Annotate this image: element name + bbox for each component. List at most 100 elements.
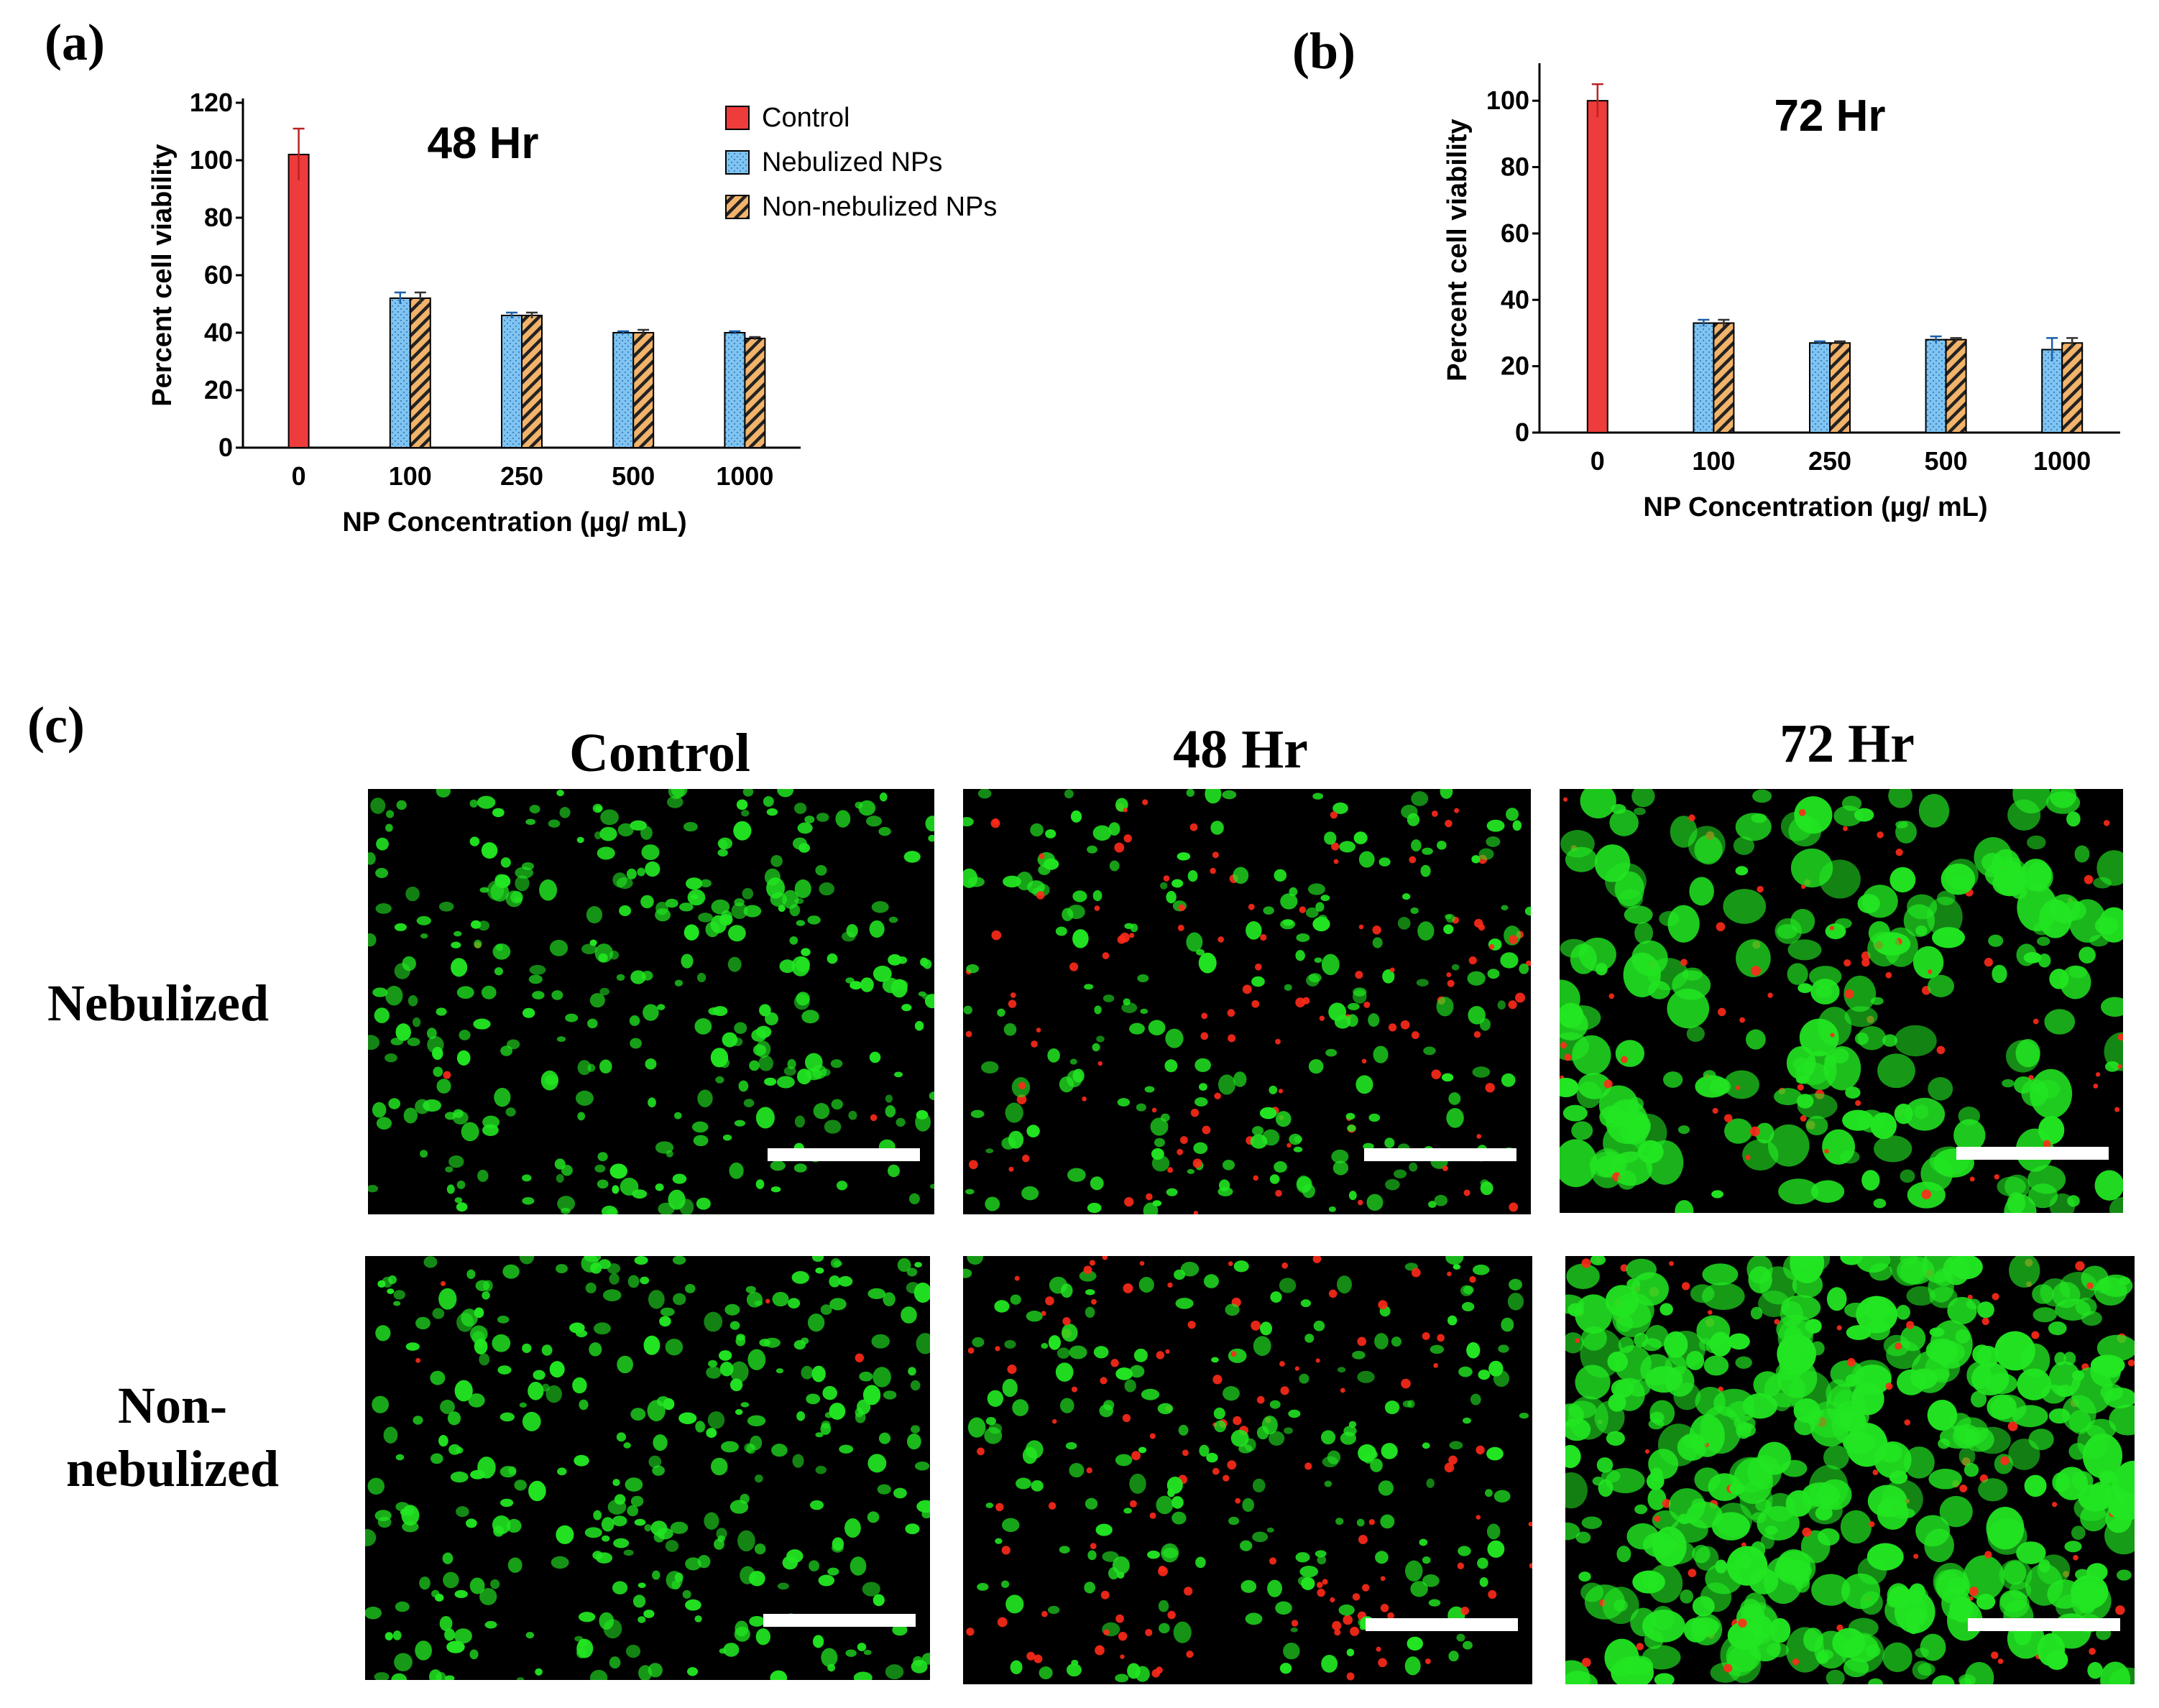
live-cell <box>600 809 620 826</box>
dead-cell <box>1051 1418 1057 1424</box>
live-cell <box>793 994 810 1010</box>
live-cell <box>1565 1332 1584 1354</box>
live-cell <box>1171 1496 1184 1509</box>
live-cell <box>1606 1431 1625 1446</box>
dead-cell <box>1103 1629 1110 1635</box>
live-cell <box>853 1671 873 1680</box>
live-cell <box>1391 1337 1402 1347</box>
live-cell <box>908 1367 916 1376</box>
dead-cell <box>1767 992 1773 998</box>
dead-cell <box>1476 1134 1482 1139</box>
live-cell <box>1165 1028 1184 1048</box>
dead-cell <box>2000 1456 2010 1466</box>
dead-cell <box>977 1447 985 1456</box>
live-cell <box>1840 1256 1863 1265</box>
dead-cell <box>1509 935 1518 944</box>
live-cell <box>862 1582 880 1597</box>
live-cell <box>1634 922 1653 944</box>
chart-title: 72 Hr <box>1774 91 1885 141</box>
dead-cell <box>1036 1028 1041 1033</box>
live-cell <box>1336 1275 1353 1294</box>
live-cell <box>1380 1514 1395 1529</box>
live-cell <box>393 1290 405 1300</box>
live-cell <box>1295 1552 1310 1563</box>
live-cell <box>440 1399 455 1414</box>
row-title-non-nebulized: Non- nebulized <box>65 1377 280 1497</box>
live-cell <box>860 977 874 992</box>
live-cell <box>718 839 728 850</box>
live-cell <box>1751 1615 1773 1640</box>
live-cell <box>1861 1170 1880 1191</box>
dead-cell <box>1431 1069 1442 1079</box>
live-cell <box>2015 1038 2040 1068</box>
live-cell <box>871 901 889 913</box>
legend-swatch-nebulized-nps <box>725 150 750 175</box>
live-cell <box>818 1574 835 1587</box>
live-cell <box>548 819 561 828</box>
live-cell <box>789 936 798 945</box>
dead-cell <box>1163 875 1170 882</box>
live-cell <box>1320 1430 1336 1445</box>
live-cell <box>859 1371 873 1382</box>
live-cell <box>2075 1569 2090 1580</box>
live-cell <box>1140 1008 1148 1015</box>
live-cell <box>1115 1454 1133 1467</box>
live-cell <box>722 1032 738 1048</box>
dead-cell <box>1123 808 1128 813</box>
live-cell <box>2044 1009 2076 1035</box>
live-cell <box>805 1053 823 1072</box>
live-cell <box>1634 807 1646 816</box>
live-cell <box>1409 1162 1418 1172</box>
live-cell <box>609 1656 621 1669</box>
dead-cell <box>1082 1097 1087 1102</box>
dead-cell <box>1738 1618 1747 1628</box>
live-cell <box>740 1402 750 1408</box>
y-tick-label: 40 <box>204 318 233 347</box>
live-cell <box>740 1493 750 1504</box>
live-cell <box>1894 1103 1913 1125</box>
live-cell <box>1966 1362 1992 1389</box>
dead-cell <box>1294 1366 1299 1371</box>
live-cell <box>432 1308 445 1319</box>
live-cell <box>1466 1342 1481 1359</box>
dead-cell <box>1824 1148 1829 1154</box>
live-cell <box>402 956 416 971</box>
live-cell <box>1906 1285 1936 1306</box>
live-cell <box>1420 864 1431 877</box>
live-cell <box>1345 1112 1355 1120</box>
live-cell <box>592 803 603 813</box>
live-cell <box>1889 1256 1928 1286</box>
live-cell <box>448 1444 461 1455</box>
live-cell <box>1084 1582 1096 1594</box>
live-cell <box>1463 1640 1473 1650</box>
live-cell <box>1709 1078 1731 1095</box>
live-cell <box>1353 831 1368 844</box>
live-cell <box>1410 907 1419 915</box>
dead-cell <box>1515 992 1526 1003</box>
bar-non-nebulized-nps <box>409 297 431 448</box>
live-cell <box>2027 1183 2058 1209</box>
live-cell <box>838 1275 853 1287</box>
live-cell <box>1102 1551 1119 1562</box>
live-cell <box>659 1316 671 1327</box>
live-cell <box>816 813 829 822</box>
live-cell <box>601 1517 614 1532</box>
dead-cell <box>1001 1546 1011 1555</box>
dead-cell <box>1688 814 1695 822</box>
live-cell <box>1631 1272 1669 1306</box>
live-cell <box>1486 1523 1501 1540</box>
live-cell <box>385 1053 397 1063</box>
live-cell <box>697 1089 713 1108</box>
dead-cell <box>1855 1100 1861 1107</box>
live-cell <box>375 903 392 914</box>
dead-cell <box>1741 1542 1746 1548</box>
live-cell <box>1394 1169 1407 1178</box>
dead-cell <box>1389 967 1395 973</box>
live-cell <box>1158 1599 1169 1612</box>
live-cell <box>755 1179 765 1189</box>
live-cell <box>1313 1320 1325 1331</box>
dead-cell <box>1563 797 1568 802</box>
dead-cell <box>1836 1624 1843 1632</box>
y-tick-label: 60 <box>1501 218 1529 248</box>
live-cell <box>450 1471 469 1483</box>
